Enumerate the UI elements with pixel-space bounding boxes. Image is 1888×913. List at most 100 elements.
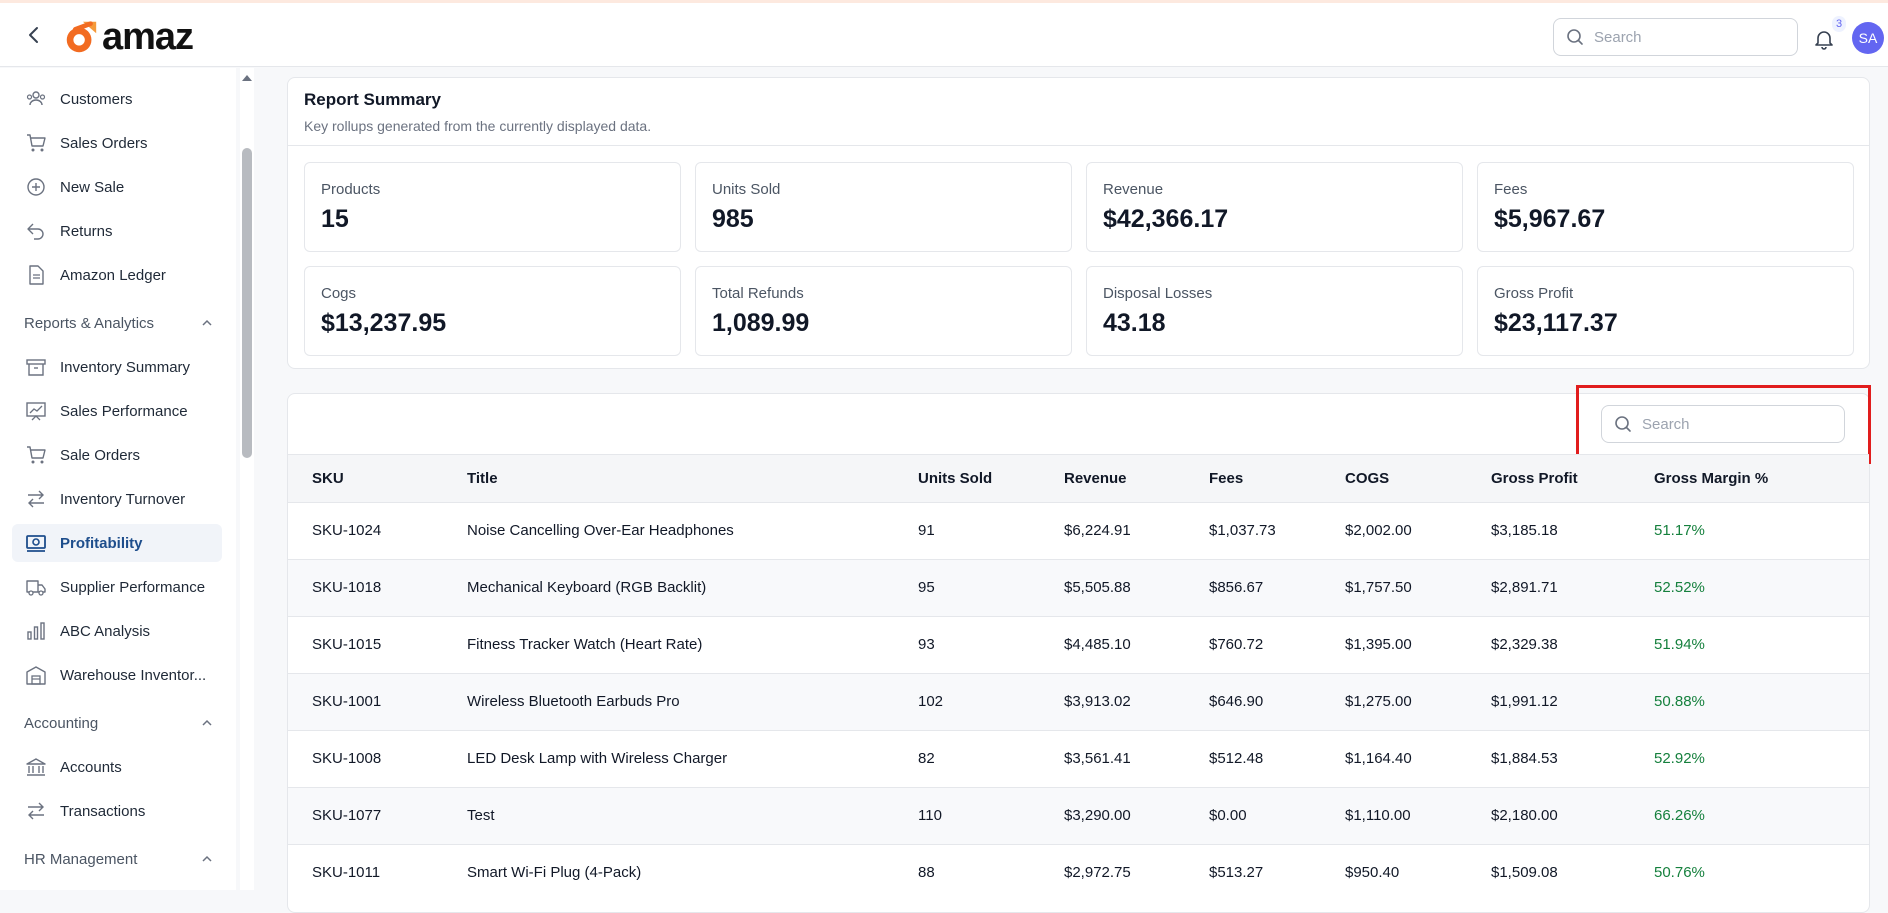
cell-fees: $512.48 [1209, 750, 1264, 767]
sidebar-scroll-thumb[interactable] [242, 148, 252, 458]
undo-icon [24, 219, 48, 243]
arrows-swap-icon [24, 487, 48, 511]
chevron-up-icon [202, 719, 212, 726]
cell-gross-profit: $2,891.71 [1491, 579, 1558, 596]
sidebar-item-label: Sale Orders [60, 446, 141, 464]
sidebar-item-amazon-ledger[interactable]: Amazon Ledger [12, 256, 222, 294]
cell-gross-profit: $2,180.00 [1491, 807, 1558, 824]
table-row[interactable]: SKU-1008 LED Desk Lamp with Wireless Cha… [288, 731, 1869, 788]
cell-revenue: $3,290.00 [1064, 807, 1131, 824]
back-arrow-icon[interactable] [22, 23, 46, 47]
users-icon [24, 87, 48, 111]
sidebar-item-transactions[interactable]: Transactions [12, 792, 222, 830]
table-search-input[interactable] [1642, 415, 1832, 433]
user-avatar[interactable]: SA [1852, 22, 1884, 54]
cell-sku: SKU-1015 [312, 636, 382, 653]
global-search-input[interactable] [1594, 28, 1784, 46]
sidebar-item-supplier-performance[interactable]: Supplier Performance [12, 568, 222, 606]
cell-cogs: $950.40 [1345, 864, 1400, 881]
cell-fees: $646.90 [1209, 693, 1264, 710]
notification-count-badge: 3 [1832, 16, 1847, 32]
cell-fees: $513.27 [1209, 864, 1264, 881]
column-header-gross-profit[interactable]: Gross Profit [1491, 470, 1578, 487]
column-header-title[interactable]: Title [467, 470, 498, 487]
column-header-revenue[interactable]: Revenue [1064, 470, 1127, 487]
sidebar-item-inventory-turnover[interactable]: Inventory Turnover [12, 480, 222, 518]
table-row[interactable]: SKU-1077 Test 110 $3,290.00 $0.00 $1,110… [288, 788, 1869, 845]
table-row[interactable]: SKU-1001 Wireless Bluetooth Earbuds Pro … [288, 674, 1869, 731]
bank-icon [24, 755, 48, 779]
cell-units-sold: 102 [918, 693, 944, 710]
cell-title: Mechanical Keyboard (RGB Backlit) [467, 579, 707, 596]
sidebar-item-profitability[interactable]: Profitability [12, 524, 222, 562]
table-row[interactable]: SKU-1024 Noise Cancelling Over-Ear Headp… [288, 503, 1869, 560]
sidebar-item-new-sale[interactable]: New Sale [12, 168, 222, 206]
stat-card-disposal-losses: Disposal Losses 43.18 [1086, 266, 1463, 356]
cell-revenue: $5,505.88 [1064, 579, 1131, 596]
cell-revenue: $4,485.10 [1064, 636, 1131, 653]
cell-fees: $0.00 [1209, 807, 1247, 824]
section-accounting[interactable]: Accounting [24, 709, 214, 737]
bar-chart-icon [24, 619, 48, 643]
sidebar-item-sales-orders[interactable]: Sales Orders [12, 124, 222, 162]
stat-value: $42,366.17 [1103, 205, 1229, 233]
chevron-up-icon [202, 855, 212, 862]
cell-cogs: $2,002.00 [1345, 522, 1412, 539]
search-icon [1615, 416, 1631, 432]
table-row[interactable]: SKU-1011 Smart Wi-Fi Plug (4-Pack) 88 $2… [288, 845, 1869, 890]
document-icon [24, 263, 48, 287]
stat-value: 43.18 [1103, 309, 1166, 337]
stat-value: $5,967.67 [1494, 205, 1606, 233]
cell-title: Noise Cancelling Over-Ear Headphones [467, 522, 734, 539]
summary-title: Report Summary [304, 90, 441, 109]
sidebar-item-warehouse-inventory[interactable]: Warehouse Inventor... [12, 656, 222, 694]
sidebar-item-inventory-summary[interactable]: Inventory Summary [12, 348, 222, 386]
top-bar: amaz 3 SA [0, 0, 1888, 67]
sidebar-item-label: Inventory Turnover [60, 490, 186, 508]
global-search[interactable] [1553, 18, 1798, 56]
stat-card-units-sold: Units Sold 985 [695, 162, 1072, 252]
stat-label: Revenue [1103, 181, 1164, 198]
column-header-gross-margin[interactable]: Gross Margin % [1654, 470, 1769, 487]
column-header-sku[interactable]: SKU [312, 470, 344, 487]
notification-bell-icon[interactable] [1812, 27, 1836, 51]
cell-cogs: $1,395.00 [1345, 636, 1412, 653]
sidebar-item-customers[interactable]: Customers [12, 80, 222, 118]
sidebar-item-label: Supplier Performance [60, 578, 206, 596]
warehouse-icon [24, 663, 48, 687]
sidebar-item-accounts[interactable]: Accounts [12, 748, 222, 786]
scroll-up-arrow-icon[interactable] [241, 72, 253, 84]
cell-title: Wireless Bluetooth Earbuds Pro [467, 693, 680, 710]
cell-revenue: $2,972.75 [1064, 864, 1131, 881]
cell-gross-margin: 50.88% [1654, 693, 1705, 710]
section-reports-analytics[interactable]: Reports & Analytics [24, 309, 214, 337]
cell-gross-margin: 52.92% [1654, 750, 1705, 767]
column-header-units-sold[interactable]: Units Sold [918, 470, 993, 487]
sidebar-item-sale-orders[interactable]: Sale Orders [12, 436, 222, 474]
chevron-up-icon [202, 319, 212, 326]
table-row[interactable]: SKU-1018 Mechanical Keyboard (RGB Backli… [288, 560, 1869, 617]
sidebar-item-label: Amazon Ledger [60, 266, 166, 284]
cell-gross-profit: $2,329.38 [1491, 636, 1558, 653]
summary-subtitle: Key rollups generated from the currently… [304, 118, 652, 134]
column-header-fees[interactable]: Fees [1209, 470, 1244, 487]
table-row[interactable]: SKU-1015 Fitness Tracker Watch (Heart Ra… [288, 617, 1869, 674]
stat-card-fees: Fees $5,967.67 [1477, 162, 1854, 252]
sidebar: Customers Sales Orders New Sale Returns … [0, 68, 236, 890]
column-header-cogs[interactable]: COGS [1345, 470, 1390, 487]
brand-logo[interactable]: amaz [62, 15, 194, 59]
stat-value: 15 [321, 205, 349, 233]
table-search[interactable] [1601, 405, 1845, 443]
sidebar-item-abc-analysis[interactable]: ABC Analysis [12, 612, 222, 650]
cell-gross-margin: 51.94% [1654, 636, 1705, 653]
cell-gross-profit: $1,509.08 [1491, 864, 1558, 881]
sidebar-item-label: Customers [60, 90, 133, 108]
cell-sku: SKU-1008 [312, 750, 382, 767]
sidebar-item-label: New Sale [60, 178, 125, 196]
section-label: Reports & Analytics [24, 314, 155, 332]
sidebar-item-sales-performance[interactable]: Sales Performance [12, 392, 222, 430]
cell-units-sold: 91 [918, 522, 935, 539]
sidebar-item-returns[interactable]: Returns [12, 212, 222, 250]
table-header: SKU Title Units Sold Revenue Fees COGS G… [288, 454, 1869, 503]
section-hr-management[interactable]: HR Management [24, 845, 214, 873]
